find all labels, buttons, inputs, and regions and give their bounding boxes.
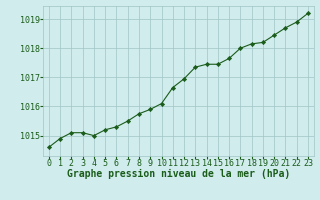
X-axis label: Graphe pression niveau de la mer (hPa): Graphe pression niveau de la mer (hPa) — [67, 169, 290, 179]
